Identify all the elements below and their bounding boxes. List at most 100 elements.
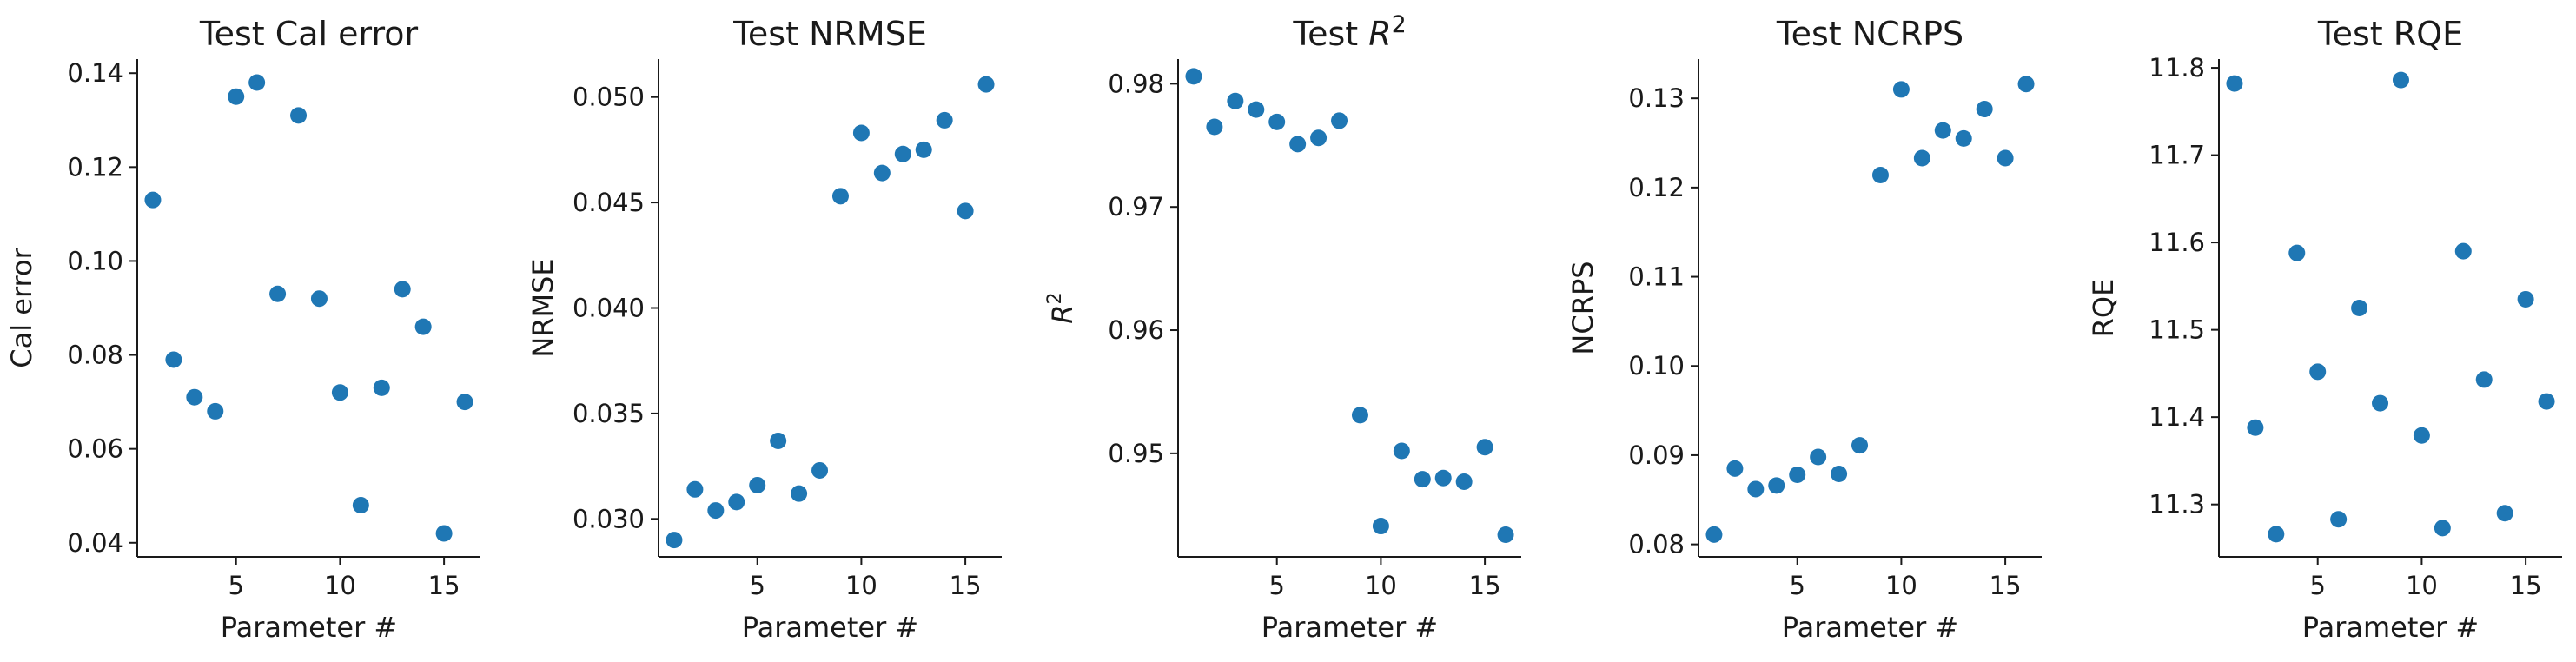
data-point	[248, 74, 266, 91]
data-point	[749, 476, 766, 493]
data-point	[686, 480, 704, 498]
x-tick-label: 15	[428, 571, 460, 600]
chart-title: Test NCRPS	[1776, 15, 1963, 53]
data-point	[186, 388, 203, 406]
y-tick-label: 11.5	[2149, 315, 2205, 345]
data-point	[2392, 71, 2409, 89]
x-tick-label: 5	[1268, 571, 1284, 600]
chart-title: Test RQE	[2317, 15, 2463, 53]
data-point	[414, 318, 432, 335]
data-point	[1497, 526, 1514, 543]
data-point	[1997, 149, 2014, 167]
chart-title-superscript: 2	[1392, 11, 1407, 38]
data-point	[894, 145, 911, 162]
data-point	[1705, 526, 1723, 543]
data-point	[1185, 68, 1202, 85]
data-point	[1310, 129, 1328, 147]
y-tick-label: 0.030	[573, 504, 645, 533]
y-axis-label-text: NCRPS	[1566, 261, 1599, 354]
y-tick-label: 0.035	[573, 399, 645, 428]
chart-panel-4: Test NCRPS 5 10 15 0.08 0.09 0.10 0.11 0.12 0.13 P…	[1566, 15, 2042, 644]
data-point	[1268, 113, 1286, 130]
x-tick-label: 10	[845, 571, 877, 600]
data-point	[2413, 427, 2430, 444]
data-point	[269, 285, 287, 302]
y-tick-label: 0.050	[573, 83, 645, 112]
data-point	[1831, 466, 1848, 482]
data-point	[666, 532, 683, 549]
data-point	[1976, 101, 1993, 118]
y-axis-label-text: RQE	[2087, 279, 2120, 338]
chart-panel-5: Test RQE 5 10 15 11.3 11.4 11.5 11.6 11.7 11.8 Par…	[2087, 15, 2562, 644]
x-axis-label: Parameter #	[742, 611, 918, 644]
chart-title: Test Cal error	[199, 15, 419, 53]
data-point	[1934, 122, 1951, 139]
y-tick-label: 0.11	[1628, 262, 1685, 292]
y-axis-label: NCRPS	[1566, 261, 1599, 354]
chart-title-text: Test NCRPS	[1776, 15, 1963, 53]
data-point	[2226, 75, 2243, 92]
data-point	[331, 384, 348, 401]
data-point	[456, 394, 473, 411]
data-point	[373, 379, 390, 396]
data-point	[1851, 437, 1869, 454]
chart-title-text: Test NRMSE	[732, 15, 927, 53]
y-axis-label: Cal error	[5, 247, 38, 367]
y-tick-label: 0.10	[67, 246, 123, 275]
y-axis-label: RQE	[2087, 279, 2120, 338]
data-point	[290, 107, 308, 124]
y-tick-label: 0.10	[1628, 351, 1685, 381]
data-point	[207, 402, 224, 420]
y-tick-label: 11.6	[2149, 228, 2205, 257]
data-point	[936, 111, 953, 129]
y-tick-label: 0.040	[573, 294, 645, 323]
y-axis-label-text: Cal error	[5, 247, 38, 367]
data-point	[2372, 394, 2389, 412]
y-tick-label: 11.3	[2149, 490, 2205, 520]
y-tick-label: 0.12	[1628, 173, 1685, 202]
data-point	[165, 351, 182, 368]
data-point	[2247, 419, 2264, 436]
x-tick-label: 15	[950, 571, 982, 600]
chart-panel-2: Test NRMSE 5 10 15 0.030 0.035 0.040 0.045 0.050…	[526, 15, 1002, 644]
data-point	[1768, 477, 1785, 494]
data-point	[1351, 407, 1368, 424]
x-tick-label: 10	[2406, 571, 2438, 600]
data-point	[1476, 439, 1493, 456]
x-tick-label: 15	[1990, 571, 2022, 600]
data-point	[394, 281, 411, 298]
y-tick-label: 11.7	[2149, 141, 2205, 170]
data-point	[1726, 460, 1744, 477]
data-point	[957, 202, 974, 220]
chart-title: Test NRMSE	[732, 15, 927, 53]
x-tick-label: 15	[1469, 571, 1501, 600]
data-point	[1871, 166, 1889, 183]
y-tick-label: 0.08	[1628, 530, 1685, 559]
y-tick-label: 0.14	[67, 58, 123, 88]
data-point	[1414, 471, 1431, 488]
data-point	[1434, 469, 1452, 487]
x-tick-label: 5	[228, 571, 243, 600]
data-point	[791, 485, 808, 502]
chart-title-text: Test RQE	[2317, 15, 2463, 53]
data-point	[2434, 520, 2451, 537]
data-point	[2351, 300, 2368, 316]
y-tick-label: 0.98	[1108, 69, 1164, 98]
x-tick-label: 5	[749, 571, 765, 600]
data-point	[873, 164, 891, 182]
data-point	[144, 191, 162, 209]
data-point	[1206, 118, 1223, 136]
x-axis-label: Parameter #	[1782, 611, 1958, 644]
y-tick-label: 0.13	[1628, 83, 1685, 113]
data-point	[310, 290, 328, 308]
data-point	[2288, 244, 2306, 261]
x-tick-label: 10	[1885, 571, 1917, 600]
data-point	[1810, 448, 1827, 466]
x-tick-label: 10	[324, 571, 356, 600]
data-point	[1248, 101, 1265, 118]
chart-title-text: Test	[1292, 15, 1368, 53]
data-point	[2454, 242, 2472, 260]
x-tick-label: 10	[1365, 571, 1397, 600]
x-tick-label: 15	[2510, 571, 2542, 600]
